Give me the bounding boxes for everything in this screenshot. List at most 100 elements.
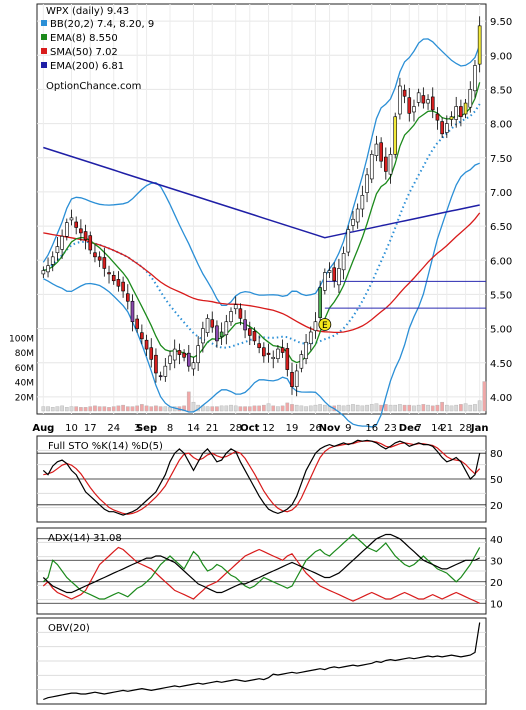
- x-tick-label: 3: [134, 423, 140, 434]
- volume-bar: [229, 404, 233, 412]
- candle-body: [158, 375, 163, 378]
- volume-bar: [374, 403, 379, 412]
- candle-body: [79, 228, 83, 234]
- price-tick-label: 8.50: [490, 85, 512, 96]
- candle-body: [355, 208, 360, 223]
- candle-body: [430, 96, 435, 111]
- volume-bar: [416, 404, 421, 412]
- volume-bar: [421, 404, 426, 412]
- volume-bar: [444, 404, 449, 412]
- candle-body: [229, 311, 233, 323]
- bb-upper-line: [42, 38, 481, 307]
- volume-bar: [69, 406, 74, 412]
- adx-line: [42, 533, 480, 594]
- candle-body: [337, 268, 341, 286]
- volume-bar: [426, 404, 430, 412]
- volume-bar: [430, 405, 435, 412]
- volume-bar: [97, 406, 102, 412]
- candle-body: [107, 272, 111, 275]
- price-tick-label: 5.50: [490, 290, 512, 301]
- volume-bar: [468, 404, 473, 412]
- volume-bar: [463, 403, 468, 412]
- candle-body: [55, 246, 60, 254]
- volume-bar: [435, 404, 440, 412]
- volume-bar: [79, 407, 83, 412]
- volume-bar: [210, 406, 215, 412]
- volume-bar: [144, 405, 149, 412]
- candle-body: [351, 218, 355, 226]
- legend-swatch: [41, 20, 47, 26]
- candle-body: [374, 143, 379, 156]
- volume-bar: [205, 406, 210, 412]
- adx-panel: 40 30 20 10 ADX(14) 31.08: [36, 527, 503, 615]
- volume-bar: [482, 381, 487, 412]
- candle-body: [449, 116, 454, 120]
- candle-body: [88, 235, 93, 251]
- candle-body: [83, 231, 88, 241]
- candle-body: [266, 352, 271, 355]
- x-tick-label: Dec: [399, 423, 420, 434]
- price-tick-label: 4.00: [490, 393, 512, 404]
- x-tick-label: Oct: [240, 423, 259, 434]
- candle-body: [60, 236, 64, 250]
- candle-body: [360, 195, 365, 210]
- volume-bar: [46, 406, 50, 412]
- volume-bar: [449, 405, 454, 412]
- volume-bar: [60, 405, 64, 412]
- volume-bar: [55, 406, 60, 412]
- volume-bar: [182, 405, 186, 412]
- volume-bar: [459, 404, 463, 412]
- obv-label: OBV(20): [48, 623, 90, 634]
- volume-bar: [219, 405, 224, 412]
- price-panel: E 4.00 4.50 5.00 5.50 6.00 6.50 7.00 7.50 8.00 8.…: [9, 3, 512, 428]
- volume-bar: [107, 407, 111, 412]
- volume-bar: [111, 406, 116, 412]
- legend-swatch: [41, 48, 47, 54]
- candle-body: [477, 25, 482, 65]
- panel-tick-label: 10: [490, 599, 503, 610]
- candle-body: [172, 348, 177, 361]
- candle-body: [233, 304, 238, 310]
- candle-body: [346, 229, 351, 253]
- volume-bar: [290, 404, 294, 412]
- candle-body: [412, 106, 416, 113]
- candle-body: [182, 352, 186, 358]
- candle-body: [102, 257, 107, 269]
- price-tick-label: 8.00: [490, 120, 512, 131]
- candle-body: [224, 321, 229, 336]
- candle-body: [111, 274, 116, 282]
- candle-body: [435, 113, 440, 121]
- candle-body: [393, 116, 398, 155]
- adx-label: ADX(14) 31.08: [48, 533, 122, 544]
- legend-swatch: [41, 62, 47, 68]
- candle-body: [290, 372, 294, 387]
- candle-body: [191, 362, 196, 370]
- candle-body: [74, 221, 78, 228]
- obv-line: [43, 622, 481, 701]
- earnings-marker-label: E: [322, 321, 328, 331]
- candle-body: [365, 174, 369, 193]
- candle-body: [205, 318, 210, 333]
- x-tick-label: 24: [107, 423, 120, 434]
- x-tick-label: 8: [167, 423, 173, 434]
- volume-bar: [402, 404, 407, 412]
- x-tick-label: 12: [262, 423, 275, 434]
- volume-bar: [388, 404, 393, 412]
- volume-bar: [83, 407, 88, 412]
- candle-body: [398, 85, 402, 115]
- candle-body: [50, 256, 55, 265]
- volume-bar: [271, 405, 276, 412]
- candle-body: [125, 293, 130, 302]
- candle-body: [65, 222, 69, 237]
- candle-body: [69, 217, 74, 221]
- candle-body: [280, 347, 285, 353]
- candle-body: [252, 331, 257, 342]
- legend-entry: SMA(50) 7.02: [50, 47, 118, 58]
- volume-bar: [285, 402, 290, 412]
- candle-body: [215, 325, 219, 342]
- minus-di-line: [42, 546, 480, 604]
- volume-bar: [247, 406, 252, 412]
- volume-bar: [102, 406, 107, 412]
